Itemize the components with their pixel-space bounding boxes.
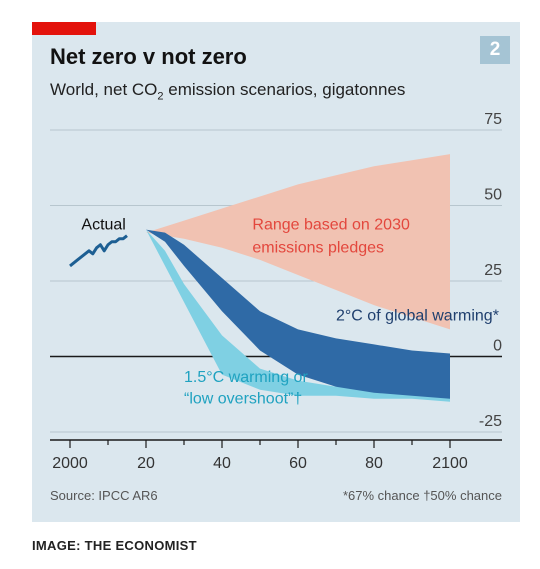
emissions-chart: 75 50 25 0 -25 2000 20 40 60 80 2100 Actual Range …	[50, 111, 502, 472]
footnote: *67% chance †50% chance	[342, 488, 502, 503]
subtitle-subscript: 2	[157, 90, 164, 103]
x-axis: 2000 20 40 60 80 2100	[50, 439, 502, 472]
brand-red-tag	[32, 22, 96, 35]
warming-1-5c-band	[146, 229, 450, 402]
annotation-1-5c-1: 1.5°C warming or	[184, 369, 308, 386]
annotation-1-5c-2: “low overshoot”†	[184, 390, 302, 407]
subtitle-rest: emission scenarios, gigatonnes	[163, 80, 406, 99]
series-layer	[69, 154, 450, 402]
annotation-actual: Actual	[81, 217, 125, 234]
warming-2c-band	[146, 229, 450, 399]
x-tick-label: 60	[289, 455, 307, 472]
x-tick-label: 2100	[432, 455, 468, 472]
x-tick-label: 2000	[52, 455, 88, 472]
x-tick-label: 20	[137, 455, 155, 472]
label-layer: Actual Range based on 2030 emissions pledg…	[81, 217, 499, 408]
source-note: Source: IPCC AR6	[50, 488, 158, 503]
y-tick-label: -25	[479, 413, 502, 430]
annotation-pledges-2: emissions pledges	[252, 239, 384, 256]
actual-emissions-line	[69, 234, 128, 268]
x-tick-label: 40	[213, 455, 231, 472]
y-tick-label: 0	[493, 338, 502, 355]
image-credit: IMAGE: THE ECONOMIST	[32, 538, 197, 553]
annotation-pledges-1: Range based on 2030	[252, 217, 410, 234]
annotation-2c: 2°C of global warming*	[336, 307, 499, 324]
pledges-range-band	[146, 154, 450, 330]
x-tick-label: 80	[365, 455, 383, 472]
page-badge: 2	[480, 36, 510, 64]
y-tick-label: 25	[484, 262, 502, 279]
chart-subtitle: World, net CO2 emission scenarios, gigat…	[50, 80, 405, 102]
subtitle-main: World, net CO	[50, 80, 158, 99]
chart-panel: 2 Net zero v not zero World, net CO2 emi…	[32, 22, 520, 522]
chart-title: Net zero v not zero	[50, 44, 247, 69]
y-tick-label: 75	[484, 111, 502, 128]
y-tick-label: 50	[484, 187, 502, 204]
